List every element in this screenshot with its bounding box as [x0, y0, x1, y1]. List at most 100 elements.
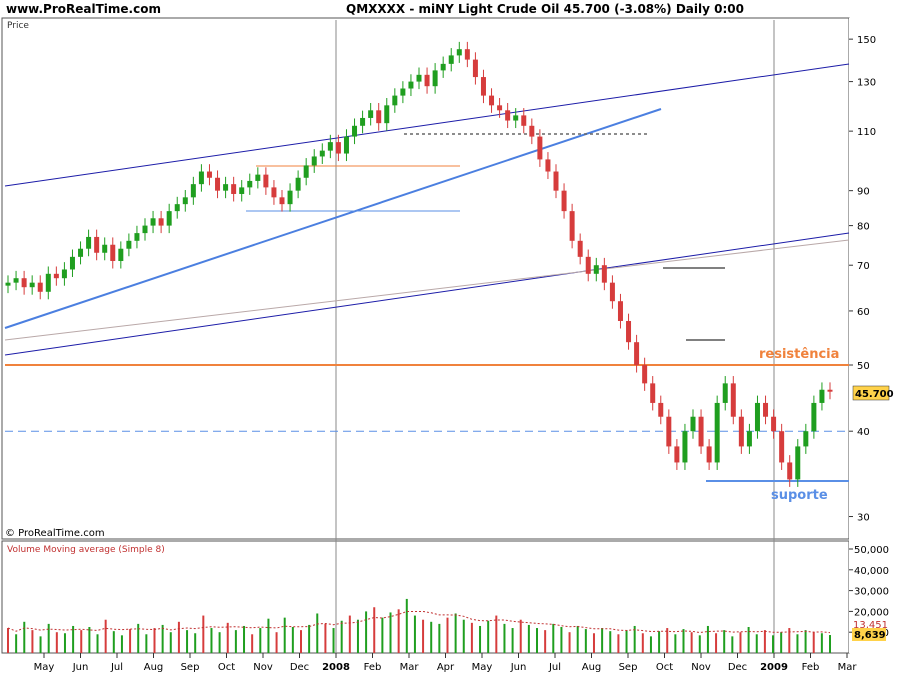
candle-body	[480, 77, 486, 96]
right-axis-area	[849, 18, 900, 653]
candle-body	[352, 125, 358, 137]
candle-body	[601, 265, 607, 283]
x-tick-label: Apr	[437, 662, 455, 673]
candle-body	[13, 278, 19, 283]
candle-body	[771, 416, 777, 432]
candle-body	[150, 218, 156, 226]
candle-body	[811, 402, 817, 432]
candle-body	[617, 301, 623, 321]
candle-body	[392, 95, 398, 106]
candle-body	[787, 462, 793, 480]
candle-body	[174, 204, 180, 212]
lower-channel-line	[4, 232, 850, 356]
upper-channel-line	[4, 63, 850, 187]
candle-body	[126, 240, 132, 249]
candle-body	[158, 218, 164, 226]
candle-body	[819, 389, 825, 403]
candle-body	[553, 171, 559, 191]
candle-body	[255, 174, 261, 181]
y-tick-label: 40	[857, 427, 870, 438]
candle-body	[134, 233, 140, 241]
candle-body	[335, 142, 341, 154]
x-tick-label: Jun	[72, 662, 89, 673]
chart-title: QMXXXX - miNY Light Crude Oil 45.700 (-3…	[346, 2, 744, 16]
candle-body	[650, 383, 656, 403]
candle-body	[779, 431, 785, 463]
candle-body	[279, 197, 285, 205]
candle-body	[738, 416, 744, 447]
candle-body	[674, 446, 680, 463]
trend-lines	[4, 63, 850, 482]
rising-trendline	[4, 108, 662, 329]
candle-body	[722, 383, 728, 403]
x-tick-label: Mar	[838, 662, 858, 673]
candle-body	[78, 248, 84, 257]
volume-tick-label: 40,000	[854, 566, 889, 577]
candle-body	[206, 171, 212, 178]
last-price-tag	[852, 385, 890, 401]
support-label: suporte	[771, 488, 828, 503]
candle-body	[497, 105, 503, 111]
candle-body	[142, 225, 148, 234]
x-tick-label: Aug	[582, 662, 602, 673]
candle-body	[223, 184, 229, 191]
candle-body	[287, 190, 293, 205]
candle-body	[690, 416, 696, 432]
x-tick-label: Oct	[218, 662, 235, 673]
candle-body	[215, 177, 221, 191]
candle-body	[416, 74, 422, 82]
candle-body	[609, 282, 615, 302]
candle-body	[545, 159, 551, 172]
volume-tick-label: 50,000	[854, 545, 889, 556]
volume-last-tag	[852, 628, 886, 641]
x-tick-label: 2009	[760, 662, 788, 673]
candle-body	[658, 402, 664, 417]
candle-body	[166, 211, 172, 226]
x-tick-label: Dec	[728, 662, 747, 673]
candle-body	[472, 59, 478, 78]
y-tick-label: 80	[857, 222, 870, 233]
y-tick-label: 50	[857, 361, 870, 372]
candle-body	[303, 165, 309, 178]
candle-body	[529, 125, 535, 137]
candle-body	[319, 150, 325, 157]
candle-body	[360, 117, 366, 126]
candle-body	[803, 431, 809, 447]
candle-body	[343, 136, 349, 154]
candle-body	[21, 278, 27, 288]
candle-body	[311, 156, 317, 166]
x-tick-label: Feb	[802, 662, 820, 673]
candle-body	[53, 273, 59, 279]
candle-body	[626, 320, 632, 343]
site-name[interactable]: www.ProRealTime.com	[6, 2, 161, 16]
candle-body	[61, 269, 67, 279]
candle-body	[795, 446, 801, 480]
candle-body	[456, 49, 462, 56]
volume-series	[7, 598, 831, 653]
x-tick-label: Jun	[510, 662, 527, 673]
candle-body	[489, 95, 495, 106]
volume-tick-label: 30,000	[854, 587, 889, 598]
y-tick-label: 60	[857, 307, 870, 318]
price-panel-frame	[1, 17, 850, 540]
y-tick-label: 110	[857, 127, 876, 138]
channel-mid-line	[4, 239, 850, 341]
y-tick-label: 30	[857, 513, 870, 524]
candle-body	[5, 282, 11, 286]
candle-body	[190, 184, 196, 198]
candle-body	[513, 115, 519, 121]
candle-body	[263, 174, 269, 188]
candle-body	[642, 365, 648, 384]
last-price-value: 45.700	[855, 389, 894, 400]
candle-body	[730, 383, 736, 417]
candle-body	[706, 446, 712, 463]
candle-body	[182, 197, 188, 205]
candle-body	[37, 282, 43, 292]
y-tick-label: 130	[857, 78, 876, 89]
candle-body	[666, 416, 672, 447]
candle-body	[94, 236, 100, 253]
x-tick-label: Nov	[253, 662, 273, 673]
x-tick-label: Feb	[364, 662, 382, 673]
candle-body	[327, 142, 333, 151]
